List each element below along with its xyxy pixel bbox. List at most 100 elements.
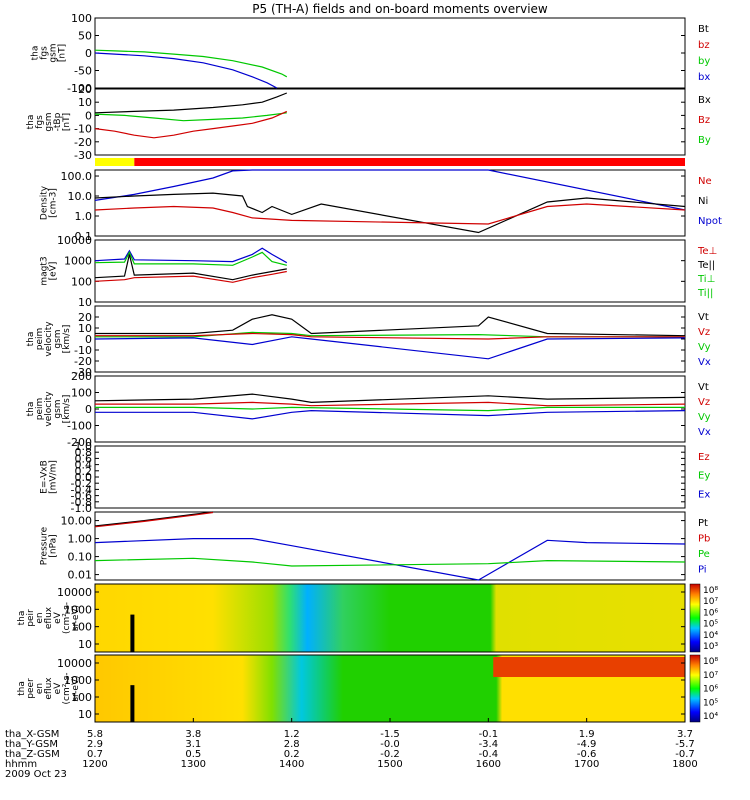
panel-fgs: 100 50 0 -50 -100 tha fgs gsm [nT] Bt bz by bx [31,12,711,95]
ytick-label: 100 [71,691,92,704]
xaxis-value: 1.2 [284,729,300,740]
xaxis-value: -5.7 [675,739,695,750]
panel-frame [94,583,686,653]
panel-temperature: 10000 1000 100 10 magt3 [eV] Te⊥ Te|| Ti⊥ Ti|| [40,234,718,309]
xaxis-value: -0.2 [380,749,400,760]
xaxis-value: -1.5 [380,729,400,740]
panel-frame [94,88,686,156]
xaxis-row-label: tha_X-GSM [5,729,59,740]
legend-entry: Bx [698,95,711,106]
xaxis-value: -0.0 [380,739,400,750]
series-line-green [94,557,686,567]
xaxis-value: 1400 [279,759,304,770]
legend-entry: by [698,56,710,67]
ytick-label: 0 [85,109,92,122]
xaxis-value: 0.7 [87,749,103,760]
ylabel-line: [km/s] [62,325,72,354]
series-line-black [94,511,214,527]
ytick-label: 10000 [57,586,92,599]
ylabel-line: (cm²-s- [62,672,72,704]
xaxis-row-label: tha_Y-GSM [5,739,58,750]
ylabel-line: en [35,612,45,623]
panel-frame [94,17,686,89]
ylabel-line: [eV] [49,262,59,281]
ylabel-line: [nT] [58,44,68,62]
ytick-label: 1000 [64,255,92,268]
ytick-label: 10000 [57,657,92,670]
strip-segment-0 [95,158,135,166]
colorbar-label: 10⁴ [703,712,718,722]
xaxis-value: -0.7 [675,749,695,760]
ylabel-line: gsm [49,43,59,62]
series-line-green [94,49,288,78]
series-line-blue [94,52,278,89]
ylabel-line: gsm [44,112,54,131]
xaxis-value: 1200 [82,759,107,770]
ylabel-line: Density [40,185,50,220]
legend-entry: Ne [698,176,712,187]
series-line-black [94,92,288,114]
xaxis-value: 1300 [181,759,206,770]
ytick-label: 10 [78,322,92,335]
legend-entry: bz [698,40,710,51]
legend-entry: Bz [698,115,710,126]
ytick-label: 100 [71,12,92,25]
series-line-red [95,401,686,407]
colorbar [689,583,701,653]
legend-entry: Pi [698,565,707,576]
ylabel-line: gsm [53,329,63,348]
colorbar-label: 10³ [703,642,718,652]
ytick-label: 10000 [57,234,92,247]
ylabel-line: tha [26,332,36,347]
panel-frame [94,445,686,509]
ytick-label: 0.1 [75,230,93,243]
colorbar-label: 10⁵ [703,620,718,630]
ytick-label: 100 [71,621,92,634]
colorbar [689,654,701,723]
ytick-label: 20 [78,311,92,324]
colorbar-label: 10⁸ [703,586,718,596]
ylabel-line: -tBp [53,112,63,131]
colorbar-label: 10⁷ [703,671,718,681]
ylabel-line: magt3 [40,256,50,285]
series-line-red [94,110,288,139]
xaxis-value: 2.9 [87,739,103,750]
panel-frame [94,169,686,237]
ylabel-line: eflux [44,606,54,629]
legend-entry: Vz [698,397,710,408]
ytick-label: 0.0 [75,471,93,484]
ylabel-line: eV [53,611,63,624]
series-line-blue [94,538,686,581]
xaxis-value: 3.8 [185,729,201,740]
ytick-label: -20 [74,136,92,149]
ylabel-line: [mV/m] [49,460,59,494]
ylabel-line: eV [53,682,63,695]
ytick-label: 0 [85,403,92,416]
legend-entry: Vx [698,427,711,438]
xaxis-value: -0.6 [577,749,597,760]
ytick-label: 0.6 [75,452,93,465]
xaxis-value: -3.4 [479,739,499,750]
series-line-red [95,332,685,340]
ytick-label: 100.0 [61,170,93,183]
colorbar-label: 10⁶ [703,685,718,695]
series-line-red [94,203,686,225]
strip-segment-1 [134,158,686,166]
ytick-label: 20 [78,83,92,96]
ytick-label: 1.00 [68,533,93,546]
legend-entry: Ez [698,452,710,463]
ylabel-line: sr-eV) [71,605,81,631]
series-line-blue [95,409,686,420]
series-line-blue [94,336,686,360]
ytick-label: 50 [78,30,92,43]
ytick-label: 100 [71,275,92,288]
xaxis-value: 3.1 [185,739,201,750]
legend-entry: Vy [698,412,711,423]
legend-entry: Vy [698,342,711,353]
ytick-label: 200 [71,370,92,383]
ytick-label: -20 [74,355,92,368]
ytick-label: 100 [71,387,92,400]
ylabel-line: peim [35,328,45,351]
